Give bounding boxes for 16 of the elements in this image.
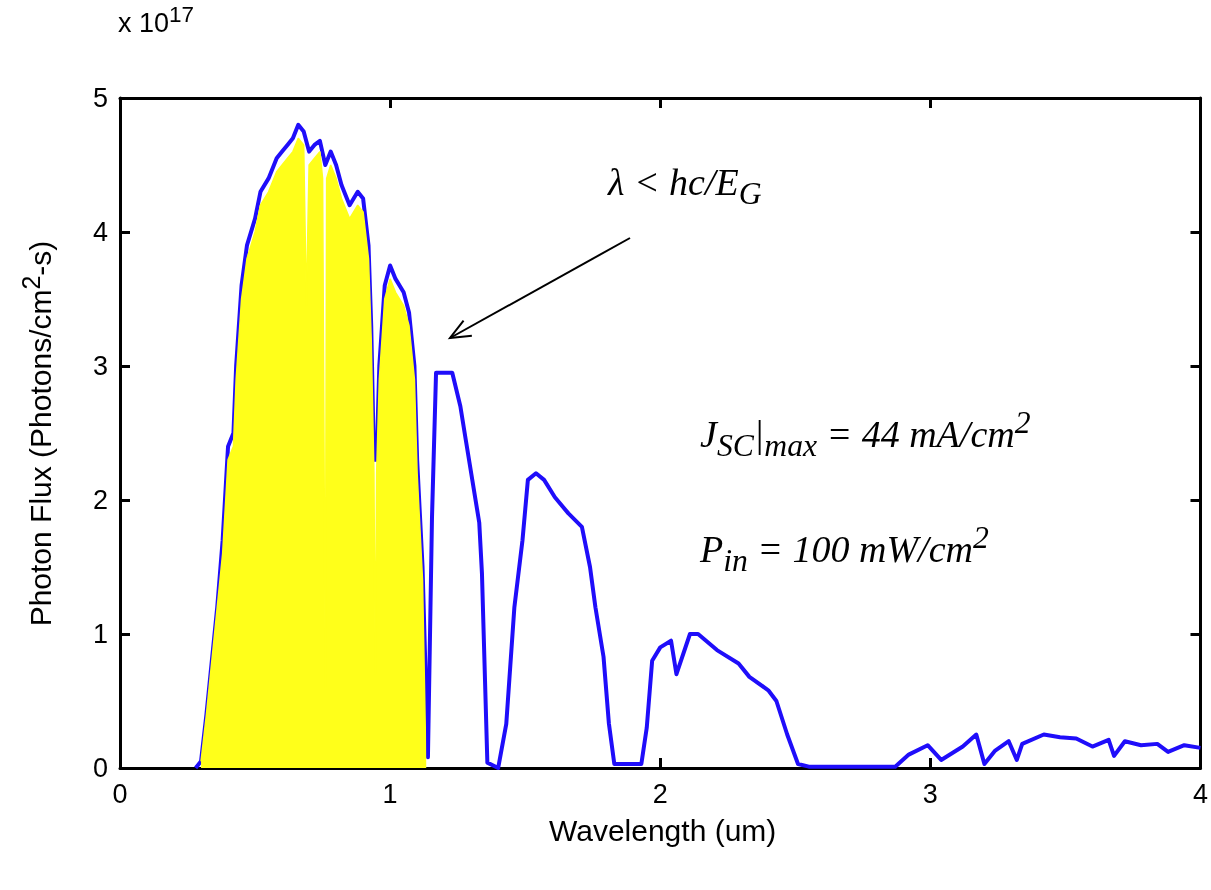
- text: x 10$^{17}$: [118, 2, 195, 39]
- y-tick-label: 5: [92, 83, 108, 113]
- annotation: J$_{SC}$|$_{max}$ = 44 mA/cm$^{2}$: [700, 405, 1031, 463]
- y-tick-label: 2: [92, 485, 108, 515]
- annotation: λ < hc/E$_{G}$: [608, 161, 762, 211]
- y-tick-label: 3: [92, 351, 108, 381]
- y-tick-label: 0: [92, 753, 108, 783]
- y-tick-label: 4: [92, 217, 108, 247]
- y-tick-label: 1: [92, 619, 108, 649]
- x-tick-label: 0: [112, 778, 128, 809]
- x-axis-title: Wavelength (um): [549, 814, 777, 848]
- x-tick-label: 2: [652, 778, 668, 809]
- x-tick-label: 1: [382, 778, 398, 809]
- x-tick-label: 4: [1192, 778, 1209, 809]
- x-tick-label: 3: [922, 778, 938, 809]
- annotation: P$_{in}$ = 100 mW/cm$^{2}$: [700, 520, 989, 578]
